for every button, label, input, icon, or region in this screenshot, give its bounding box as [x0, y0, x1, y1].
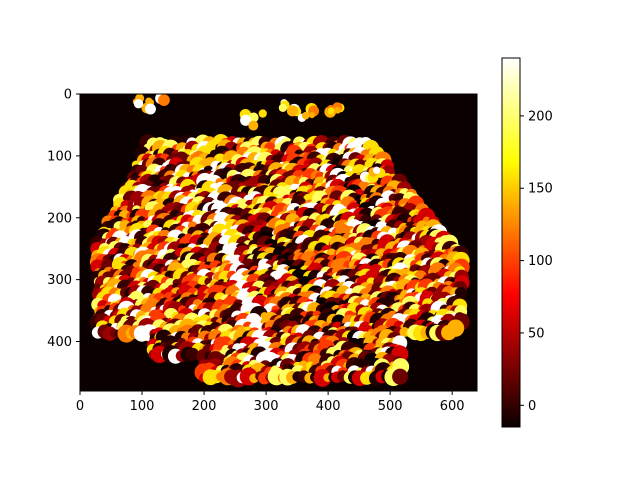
x-tick-label: 600: [440, 399, 465, 414]
heatmap-cell: [240, 114, 252, 126]
colorbar-tick-label: 150: [528, 182, 553, 197]
x-tick-label: 100: [130, 399, 155, 414]
heatmap-cell: [308, 112, 316, 119]
heatmap-cell: [441, 324, 457, 341]
heatmap-cell: [133, 98, 144, 109]
heatmap-cell: [334, 106, 341, 114]
colorbar-tick-label: 0: [528, 399, 536, 414]
heatmap-cell: [258, 109, 267, 118]
colorbar-frame: [501, 57, 521, 428]
heatmap-cell: [286, 105, 298, 117]
colorbar-gradient: [502, 58, 520, 427]
colorbar-tick-label: 100: [528, 254, 553, 269]
y-axis: 0 100 200 300 400: [47, 88, 80, 350]
y-tick-label: 0: [64, 88, 72, 103]
plot-frame: [79, 93, 478, 392]
heatmap-cell: [278, 103, 287, 112]
heatmap-cell: [301, 111, 310, 120]
heatmap-cell: [249, 121, 256, 129]
x-tick-label: 300: [254, 399, 279, 414]
y-tick-label: 400: [47, 335, 72, 350]
x-tick-label: 400: [316, 399, 341, 414]
x-axis: 0 100 200 300 400 500 600: [76, 391, 465, 414]
x-tick-label: 500: [378, 399, 403, 414]
heatmap-cell: [158, 94, 170, 107]
heatmap-cell: [144, 103, 156, 115]
y-tick-label: 100: [47, 149, 72, 164]
heatmap-cell: [327, 107, 335, 115]
colorbar-tick-label: 50: [528, 326, 545, 341]
colorbar-tick-label: 200: [528, 109, 553, 124]
heatmap-image: [80, 94, 477, 391]
x-tick-label: 200: [192, 399, 217, 414]
heatmap-cell: [372, 166, 381, 174]
colorbar: 0 50 100 150 200: [501, 57, 553, 428]
x-tick-label: 0: [76, 399, 84, 414]
y-tick-label: 300: [47, 273, 72, 288]
y-tick-label: 200: [47, 211, 72, 226]
heatmap-cell: [392, 368, 409, 385]
